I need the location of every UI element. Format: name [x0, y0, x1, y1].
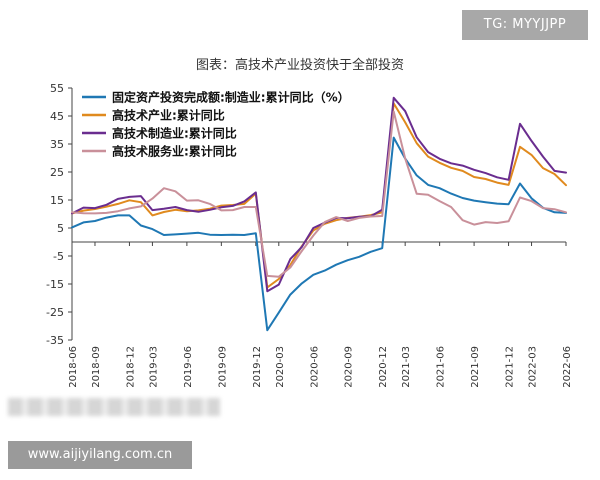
manufacturing-fai-line — [71, 136, 567, 332]
x-tick-label: 2019-06 — [183, 346, 194, 388]
tg-watermark-badge: TG: MYYJJPP — [462, 10, 588, 40]
y-tick-label: -15 — [46, 278, 64, 291]
y-tick-label: 25 — [50, 166, 64, 179]
x-tick-label: 2018-12 — [125, 346, 136, 388]
x-tick-label: 2019-12 — [252, 346, 263, 388]
x-tick-label: 2018-06 — [68, 346, 79, 388]
x-tick-label: 2020-03 — [275, 346, 286, 388]
x-tick-label: 2020-09 — [344, 346, 355, 388]
x-tick-label: 2021-06 — [436, 346, 447, 388]
y-tick-label: 45 — [50, 110, 64, 123]
x-tick-label: 2018-09 — [91, 346, 102, 388]
x-tick-label: 2019-09 — [217, 346, 228, 388]
x-tick-label: 2022-06 — [562, 346, 573, 388]
x-tick-label: 2020-12 — [378, 346, 389, 388]
legend-label: 高技术制造业:累计同比 — [112, 126, 237, 141]
legend: 固定资产投资完成额:制造业:累计同比（%） 高技术产业:累计同比高技术制造业:累计… — [82, 90, 350, 159]
y-tick-label: 15 — [50, 194, 64, 207]
x-axis-ticks: 2018-06 2018-09 2018-12 2019-03 2019-06 2019-… — [68, 242, 573, 388]
y-tick-label: 35 — [50, 138, 64, 151]
y-tick-label: -35 — [46, 334, 64, 347]
legend-label: 固定资产投资完成额:制造业:累计同比（%） — [112, 90, 350, 105]
hightech-manufacturing-line — [71, 96, 567, 293]
hightech-industry-line — [71, 102, 567, 289]
chart-title: 图表：高技术产业投资快于全部投资 — [195, 58, 404, 73]
y-tick-label: -5 — [53, 250, 64, 263]
series-lines — [71, 96, 567, 332]
y-tick-label: 5 — [57, 222, 64, 235]
site-watermark: www.aijiyilang.com.cn — [8, 441, 192, 469]
y-tick-label: 55 — [50, 82, 64, 95]
x-tick-label: 2021-03 — [401, 346, 412, 388]
blurred-source-note — [8, 398, 220, 416]
x-tick-label: 2019-03 — [148, 346, 159, 388]
x-tick-label: 2022-03 — [528, 346, 539, 388]
legend-label: 高技术产业:累计同比 — [112, 108, 225, 123]
x-tick-label: 2021-12 — [505, 346, 516, 388]
y-tick-label: -25 — [46, 306, 64, 319]
x-tick-label: 2020-06 — [309, 346, 320, 388]
hightech-services-line — [71, 110, 567, 278]
y-axis-ticks: 55 45 35 25 15 5 -5 -15 -25 -35 — [46, 82, 72, 347]
legend-label: 高技术服务业:累计同比 — [112, 144, 237, 159]
x-tick-label: 2021-09 — [470, 346, 481, 388]
